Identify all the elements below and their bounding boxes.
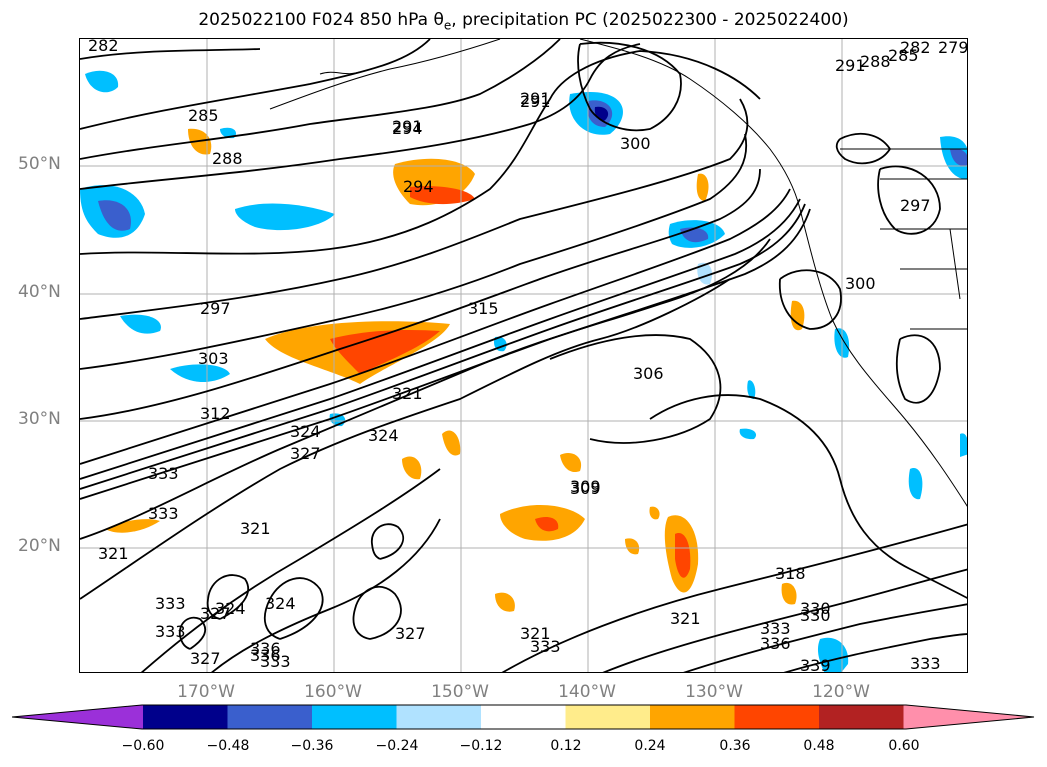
contour-labels: 282 285 288 291 294 291 294 297 300 303 … [88,39,968,673]
colorbar-tick: 0.60 [888,738,920,754]
lat-label-50n: 50°N [18,154,61,174]
contour-label: 300 [845,274,876,293]
contour-label: 327 [395,624,426,643]
colorbar-cell [396,705,482,729]
contour-label: 297 [900,196,931,215]
lon-label-130w: 130°W [685,682,743,702]
colorbar-tick: −0.12 [459,738,503,754]
contour-label: 330 [800,606,831,625]
contour-label: 285 [888,46,919,65]
contour-label: 336 [760,634,791,653]
contour-label: 279 [938,39,968,57]
colorbar-cells [12,705,1034,729]
contour-label: 291 [520,89,551,108]
colorbar-cell [565,705,651,729]
lat-lon-grid [80,39,967,672]
contour-label: 306 [633,364,664,383]
colorbar-extend-max [903,705,1034,729]
map-panel: 282 285 288 291 294 291 294 297 300 303 … [79,38,968,673]
contour-label: 324 [368,426,399,445]
contour-label: 333 [530,637,561,656]
contour-label: 321 [98,544,129,563]
lon-label-140w: 140°W [558,682,616,702]
colorbar [12,704,1035,730]
contour-label: 288 [860,52,891,71]
contour-label: 282 [88,39,119,55]
chart-title: 2025022100 F024 850 hPa θe, precipitatio… [198,10,849,33]
contour-label: 327 [190,649,221,668]
colorbar-cell [650,705,735,729]
contour-label: 333 [148,464,179,483]
colorbar-tick: 0.48 [803,738,835,754]
contour-label: 324 [290,422,321,441]
contour-label: 333 [155,622,186,641]
lat-label-30n: 30°N [18,409,61,429]
contour-label: 333 [148,504,179,523]
colorbar-tick: 0.12 [550,738,582,754]
contour-label: 321 [670,609,701,628]
contour-label: 321 [520,624,551,643]
colorbar-cell [481,705,566,729]
contour-label: 303 [198,349,229,368]
contour-label: 336 [250,639,281,658]
colorbar-tick: −0.36 [290,738,334,754]
precip-shading [80,70,967,672]
colorbar-cell [143,705,228,729]
contour-label: 321 [240,519,271,538]
lon-label-160w: 160°W [304,682,362,702]
contour-label: 324 [215,599,246,618]
contour-label: 312 [200,404,231,423]
contour-label: 336 [250,646,281,665]
colorbar-extend-min [12,705,143,729]
lon-label-150w: 150°W [431,682,489,702]
contour-label: 288 [212,149,243,168]
coastlines [269,39,967,507]
contour-label: 294 [403,177,434,196]
lat-label-20n: 20°N [18,536,61,556]
theta-e-contours [80,39,967,672]
colorbar-cell [312,705,397,729]
colorbar-cell [227,705,313,729]
map-svg: 282 285 288 291 294 291 294 297 300 303 … [80,39,968,673]
contour-label: 330 [800,599,831,618]
colorbar-tick: −0.24 [375,738,419,754]
colorbar-tick: 0.24 [634,738,666,754]
contour-label: 324 [265,594,296,613]
colorbar-cell [734,705,820,729]
colorbar-tick: 0.36 [719,738,751,754]
contour-label: 333 [155,594,186,613]
contour-label: 321 [392,384,423,403]
contour-label: 327 [200,604,231,623]
contour-label: 300 [620,134,651,153]
lon-label-120w: 120°W [812,682,870,702]
contour-label: 333 [760,619,791,638]
contour-label: 309 [570,479,601,498]
lat-label-40n: 40°N [18,282,61,302]
colorbar-tick: −0.48 [206,738,250,754]
contour-label: 315 [468,299,499,318]
contour-label: 291 [520,92,551,111]
contour-label: 318 [775,564,806,583]
contour-label: 297 [200,299,231,318]
contour-label: 309 [570,477,601,496]
contour-label: 294 [392,119,423,138]
contour-label: 333 [260,652,291,671]
contour-label: 285 [188,106,219,125]
contour-label: 333 [910,654,941,673]
colorbar-tick: −0.60 [121,738,165,754]
contour-label: 282 [900,39,931,57]
contour-label: 327 [290,444,321,463]
lon-label-170w: 170°W [177,682,235,702]
contour-label: 339 [800,656,831,673]
contour-label: 291 [835,56,866,75]
contour-label: 291 [392,117,423,136]
colorbar-cell [819,705,904,729]
